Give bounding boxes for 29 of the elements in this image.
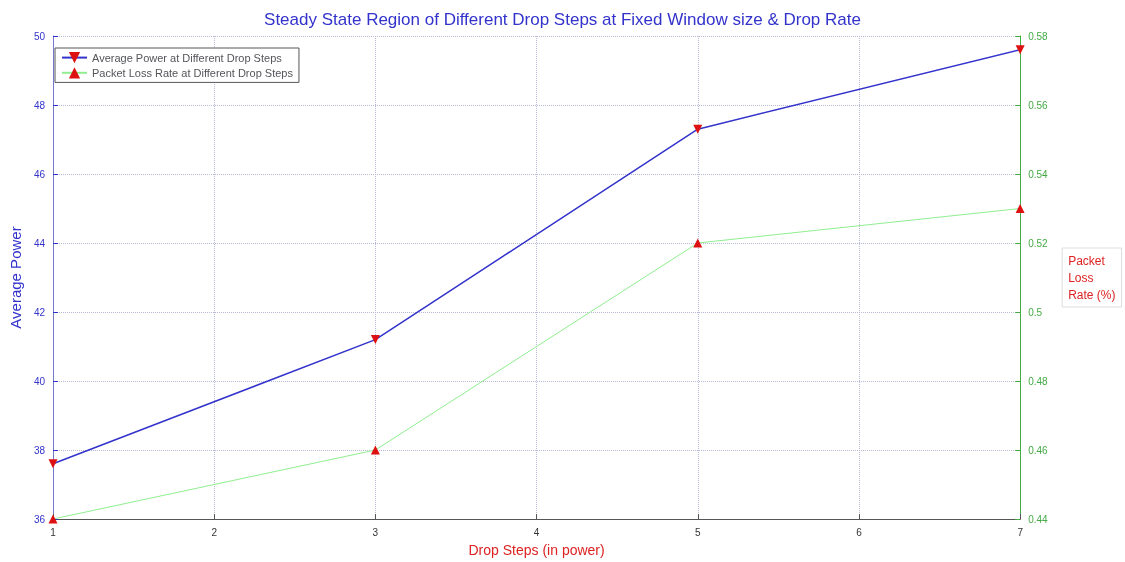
- y2-tick-label: 0.5: [1028, 306, 1043, 318]
- x-tick-label: 7: [1017, 526, 1024, 538]
- y2-tick-label: 0.56: [1028, 99, 1049, 111]
- x-tick-label: 5: [695, 526, 701, 538]
- y2-tick-label: 0.58: [1028, 30, 1049, 42]
- y2-tick-label: 0.52: [1028, 237, 1049, 249]
- legend-label: Packet Loss Rate at Different Drop Steps: [92, 66, 294, 79]
- x-tick-label: 3: [372, 526, 379, 538]
- x-axis-title: Drop Steps (in power): [468, 542, 605, 558]
- y-tick-label: 50: [33, 30, 46, 42]
- y-tick-label: 44: [33, 237, 46, 249]
- y-tick-label: 40: [33, 375, 46, 387]
- y-axis-title: Average Power: [7, 226, 24, 329]
- y-tick-label: 38: [33, 444, 46, 456]
- x-tick-label: 2: [211, 526, 218, 538]
- y-tick-label: 42: [33, 306, 46, 318]
- x-tick-label: 6: [856, 526, 863, 538]
- y2-tick-label: 0.48: [1028, 375, 1049, 387]
- y-tick-label: 48: [33, 99, 46, 111]
- x-tick-label: 1: [50, 526, 57, 538]
- y2-tick-label: 0.44: [1028, 513, 1049, 525]
- y2-tick-label: 0.46: [1028, 444, 1049, 456]
- x-tick-label: 4: [533, 526, 540, 538]
- y-tick-label: 36: [33, 513, 46, 525]
- legend-label: Average Power at Different Drop Steps: [92, 51, 283, 64]
- y-tick-label: 46: [33, 168, 46, 180]
- y2-tick-label: 0.54: [1028, 168, 1049, 180]
- chart-title: Steady State Region of Different Drop Steps at Fixed Window size & Drop Rate: [264, 10, 861, 29]
- y2-axis-title: Packet Loss Rate (%): [1068, 253, 1116, 302]
